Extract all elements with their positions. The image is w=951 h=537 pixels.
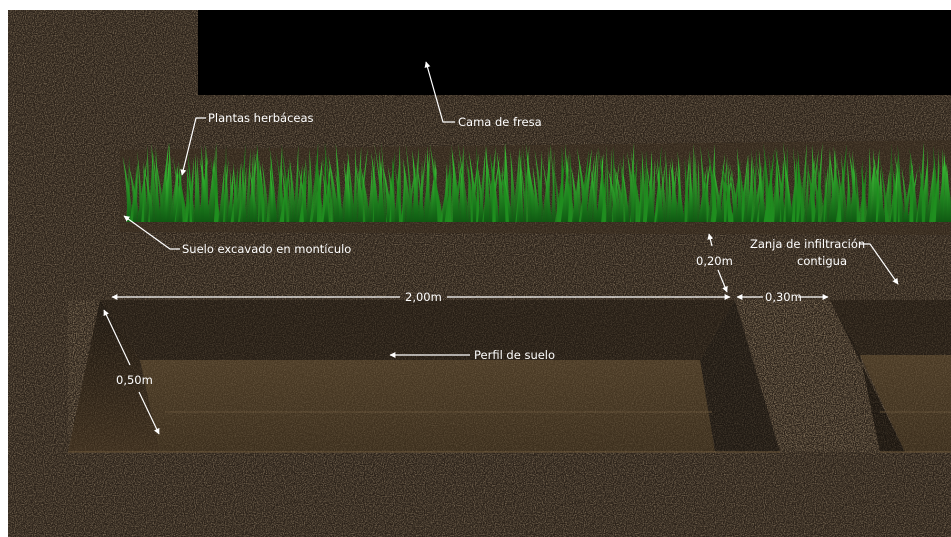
label-zanja-infiltracion: Zanja de infiltración contigua <box>750 237 899 285</box>
suelo-label: Suelo excavado en montículo <box>182 242 351 256</box>
plantas-label: Plantas herbáceas <box>208 111 314 125</box>
depth-label: 0,50m <box>116 373 153 387</box>
label-cama-de-fresa: Cama de fresa <box>424 61 542 129</box>
label-perfil-suelo: Perfil de suelo <box>389 348 555 362</box>
label-suelo-excavado: Suelo excavado en montículo <box>123 215 351 256</box>
height-mound-label: 0,20m <box>696 254 733 268</box>
dimension-2m: 2,00m <box>111 290 731 304</box>
width-secondary-label: 0,30m <box>765 290 802 304</box>
zanja-label-line2: contigua <box>797 254 847 268</box>
dimension-050m: 0,50m <box>103 309 160 435</box>
label-plantas-herbaceas: Plantas herbáceas <box>180 111 314 176</box>
zanja-label-line1: Zanja de infiltración <box>750 237 865 251</box>
herbaceous-plants-row <box>122 142 951 222</box>
perfil-label: Perfil de suelo <box>474 348 555 362</box>
width-main-label: 2,00m <box>405 290 442 304</box>
cama-label: Cama de fresa <box>458 115 542 129</box>
dimension-020m: 0,20m <box>696 233 733 293</box>
dimension-030m: 0,30m <box>736 290 829 304</box>
